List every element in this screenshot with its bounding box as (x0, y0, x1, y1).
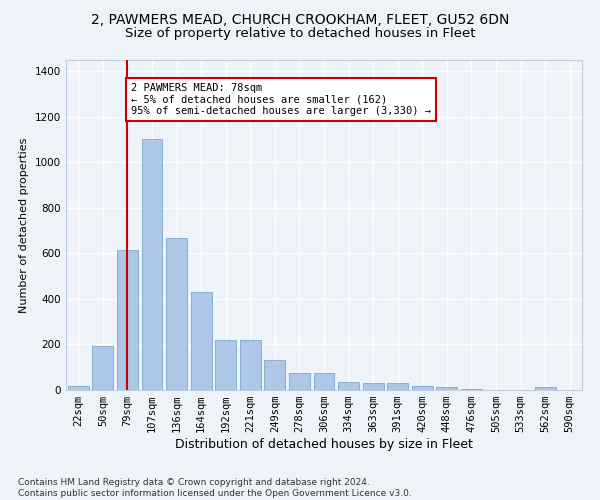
Bar (117, 250, 138, 390)
Bar (265, 360, 286, 390)
Bar (338, 382, 359, 390)
Bar (166, 238, 187, 390)
Bar (92, 346, 113, 390)
Bar (461, 389, 482, 390)
Text: Contains HM Land Registry data © Crown copyright and database right 2024.
Contai: Contains HM Land Registry data © Crown c… (18, 478, 412, 498)
Bar (436, 387, 457, 390)
Bar (240, 340, 261, 390)
Bar (535, 386, 556, 390)
Bar (215, 340, 236, 390)
Bar (362, 383, 383, 390)
Bar (314, 373, 334, 390)
Text: 2 PAWMERS MEAD: 78sqm
← 5% of detached houses are smaller (162)
95% of semi-deta: 2 PAWMERS MEAD: 78sqm ← 5% of detached h… (131, 83, 431, 116)
Bar (142, 138, 163, 390)
Text: 2, PAWMERS MEAD, CHURCH CROOKHAM, FLEET, GU52 6DN: 2, PAWMERS MEAD, CHURCH CROOKHAM, FLEET,… (91, 12, 509, 26)
Bar (412, 386, 433, 390)
Bar (68, 386, 89, 390)
Bar (387, 383, 408, 390)
X-axis label: Distribution of detached houses by size in Fleet: Distribution of detached houses by size … (175, 438, 473, 451)
Bar (289, 373, 310, 390)
Y-axis label: Number of detached properties: Number of detached properties (19, 138, 29, 312)
Text: Size of property relative to detached houses in Fleet: Size of property relative to detached ho… (125, 28, 475, 40)
Bar (191, 292, 212, 390)
